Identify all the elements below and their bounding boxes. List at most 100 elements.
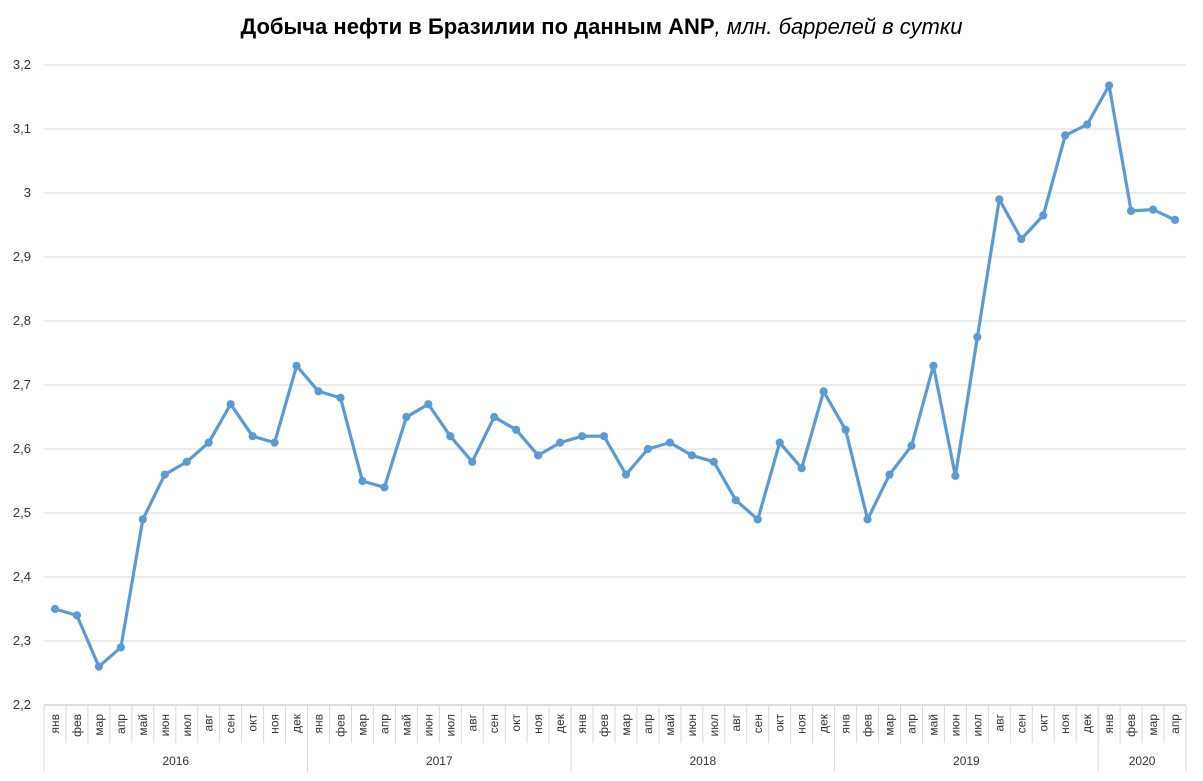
x-tick-label: июл bbox=[707, 714, 721, 736]
x-tick-label: фев bbox=[861, 714, 875, 737]
data-point bbox=[753, 515, 762, 524]
data-series bbox=[50, 81, 1180, 671]
data-point bbox=[204, 438, 213, 447]
x-tick-label: июл bbox=[180, 714, 194, 736]
x-tick-label: апр bbox=[1168, 714, 1182, 734]
y-tick-label: 2,2 bbox=[13, 697, 31, 712]
data-point bbox=[424, 400, 433, 409]
data-point bbox=[555, 438, 565, 447]
x-tick-label: авг bbox=[465, 713, 479, 731]
x-tick-label: май bbox=[136, 714, 150, 736]
x-tick-label: ноя bbox=[268, 714, 282, 734]
x-tick-label: фев bbox=[333, 714, 347, 737]
data-point bbox=[907, 441, 916, 450]
x-tick-label: май bbox=[926, 714, 940, 736]
x-year-label: 2020 bbox=[1129, 754, 1156, 768]
data-point bbox=[380, 483, 389, 492]
data-point bbox=[1126, 206, 1136, 216]
x-tick-label: апр bbox=[904, 714, 918, 734]
x-tick-label: янв bbox=[839, 714, 853, 734]
y-tick-label: 3,2 bbox=[13, 57, 31, 72]
data-point bbox=[160, 470, 169, 479]
x-tick-label: авг bbox=[992, 713, 1006, 731]
data-point bbox=[577, 432, 587, 441]
data-point bbox=[534, 451, 543, 460]
x-year-label: 2017 bbox=[426, 754, 453, 768]
data-point bbox=[512, 425, 521, 434]
x-tick-label: окт bbox=[1036, 714, 1050, 732]
x-tick-label: апр bbox=[114, 714, 128, 734]
data-point bbox=[116, 643, 125, 652]
data-point bbox=[270, 438, 279, 447]
chart-title: Добыча нефти в Бразилии по данным ANP, м… bbox=[0, 14, 1203, 40]
data-point bbox=[797, 464, 806, 473]
x-tick-label: янв bbox=[48, 714, 62, 734]
x-tick-label: окт bbox=[773, 714, 787, 732]
x-tick-label: апр bbox=[377, 714, 391, 734]
x-tick-label: июн bbox=[158, 714, 172, 736]
data-point bbox=[1061, 131, 1070, 140]
x-tick-label: дек bbox=[1080, 713, 1094, 733]
data-point bbox=[687, 451, 696, 460]
x-tick-label: июл bbox=[443, 714, 457, 736]
x-tick-label: мар bbox=[355, 714, 369, 736]
data-point bbox=[665, 438, 675, 447]
x-tick-label: мар bbox=[1146, 714, 1160, 736]
y-tick-label: 2,5 bbox=[13, 505, 31, 520]
data-point bbox=[1148, 205, 1158, 214]
data-point bbox=[599, 432, 609, 441]
x-tick-label: авг bbox=[729, 713, 743, 731]
data-point bbox=[951, 471, 960, 480]
data-point bbox=[490, 412, 499, 422]
data-point bbox=[995, 195, 1004, 204]
data-point bbox=[226, 400, 235, 409]
x-tick-label: июн bbox=[421, 714, 435, 736]
data-point bbox=[1083, 120, 1092, 129]
data-point bbox=[731, 496, 740, 505]
data-point bbox=[775, 438, 784, 447]
y-tick-label: 2,4 bbox=[13, 569, 31, 584]
x-tick-label: авг bbox=[202, 713, 216, 731]
x-tick-label: сен bbox=[751, 714, 765, 733]
x-tick-label: ноя bbox=[531, 714, 545, 734]
x-tick-label: апр bbox=[641, 714, 655, 734]
data-point bbox=[973, 332, 982, 342]
x-tick-label: янв bbox=[1102, 714, 1116, 734]
data-point bbox=[358, 476, 367, 486]
data-point bbox=[50, 604, 60, 614]
data-point bbox=[1105, 81, 1114, 90]
y-axis: 2,2 2,3 2,4 2,5 2,6 2,7 2,8 2,9 3 3,1 3,2 bbox=[13, 57, 31, 712]
gridlines bbox=[44, 64, 1186, 706]
data-point bbox=[182, 457, 191, 466]
data-point bbox=[248, 432, 257, 441]
x-axis: янв фев мар апр май июн июл авг сен окт ноя дек янв ф… bbox=[43, 704, 1187, 772]
data-point bbox=[819, 387, 828, 396]
y-tick-label: 3 bbox=[24, 185, 31, 200]
data-point bbox=[314, 387, 323, 396]
x-tick-label: фев bbox=[70, 714, 84, 737]
data-point bbox=[929, 361, 938, 370]
x-tick-label: июн bbox=[685, 714, 699, 736]
data-point bbox=[1017, 234, 1026, 244]
y-tick-label: 3,1 bbox=[13, 121, 31, 136]
y-tick-label: 2,3 bbox=[13, 633, 31, 648]
x-tick-label: мар bbox=[883, 714, 897, 736]
data-point bbox=[1039, 211, 1048, 220]
y-tick-label: 2,6 bbox=[13, 441, 31, 456]
x-tick-label: окт bbox=[509, 714, 523, 732]
x-tick-label: дек bbox=[817, 713, 831, 733]
x-tick-label: фев bbox=[1124, 714, 1138, 737]
data-point bbox=[885, 470, 894, 479]
x-tick-label: янв bbox=[312, 714, 326, 734]
x-year-label: 2018 bbox=[689, 754, 716, 768]
data-point bbox=[94, 662, 104, 671]
y-tick-label: 2,7 bbox=[13, 377, 31, 392]
data-point bbox=[643, 444, 653, 454]
x-tick-label: фев bbox=[597, 714, 611, 737]
x-tick-label: окт bbox=[246, 714, 260, 732]
data-point bbox=[138, 515, 147, 524]
x-tick-label: ноя bbox=[795, 714, 809, 734]
data-point bbox=[402, 412, 411, 422]
data-point bbox=[292, 361, 301, 370]
x-tick-label: май bbox=[399, 714, 413, 736]
